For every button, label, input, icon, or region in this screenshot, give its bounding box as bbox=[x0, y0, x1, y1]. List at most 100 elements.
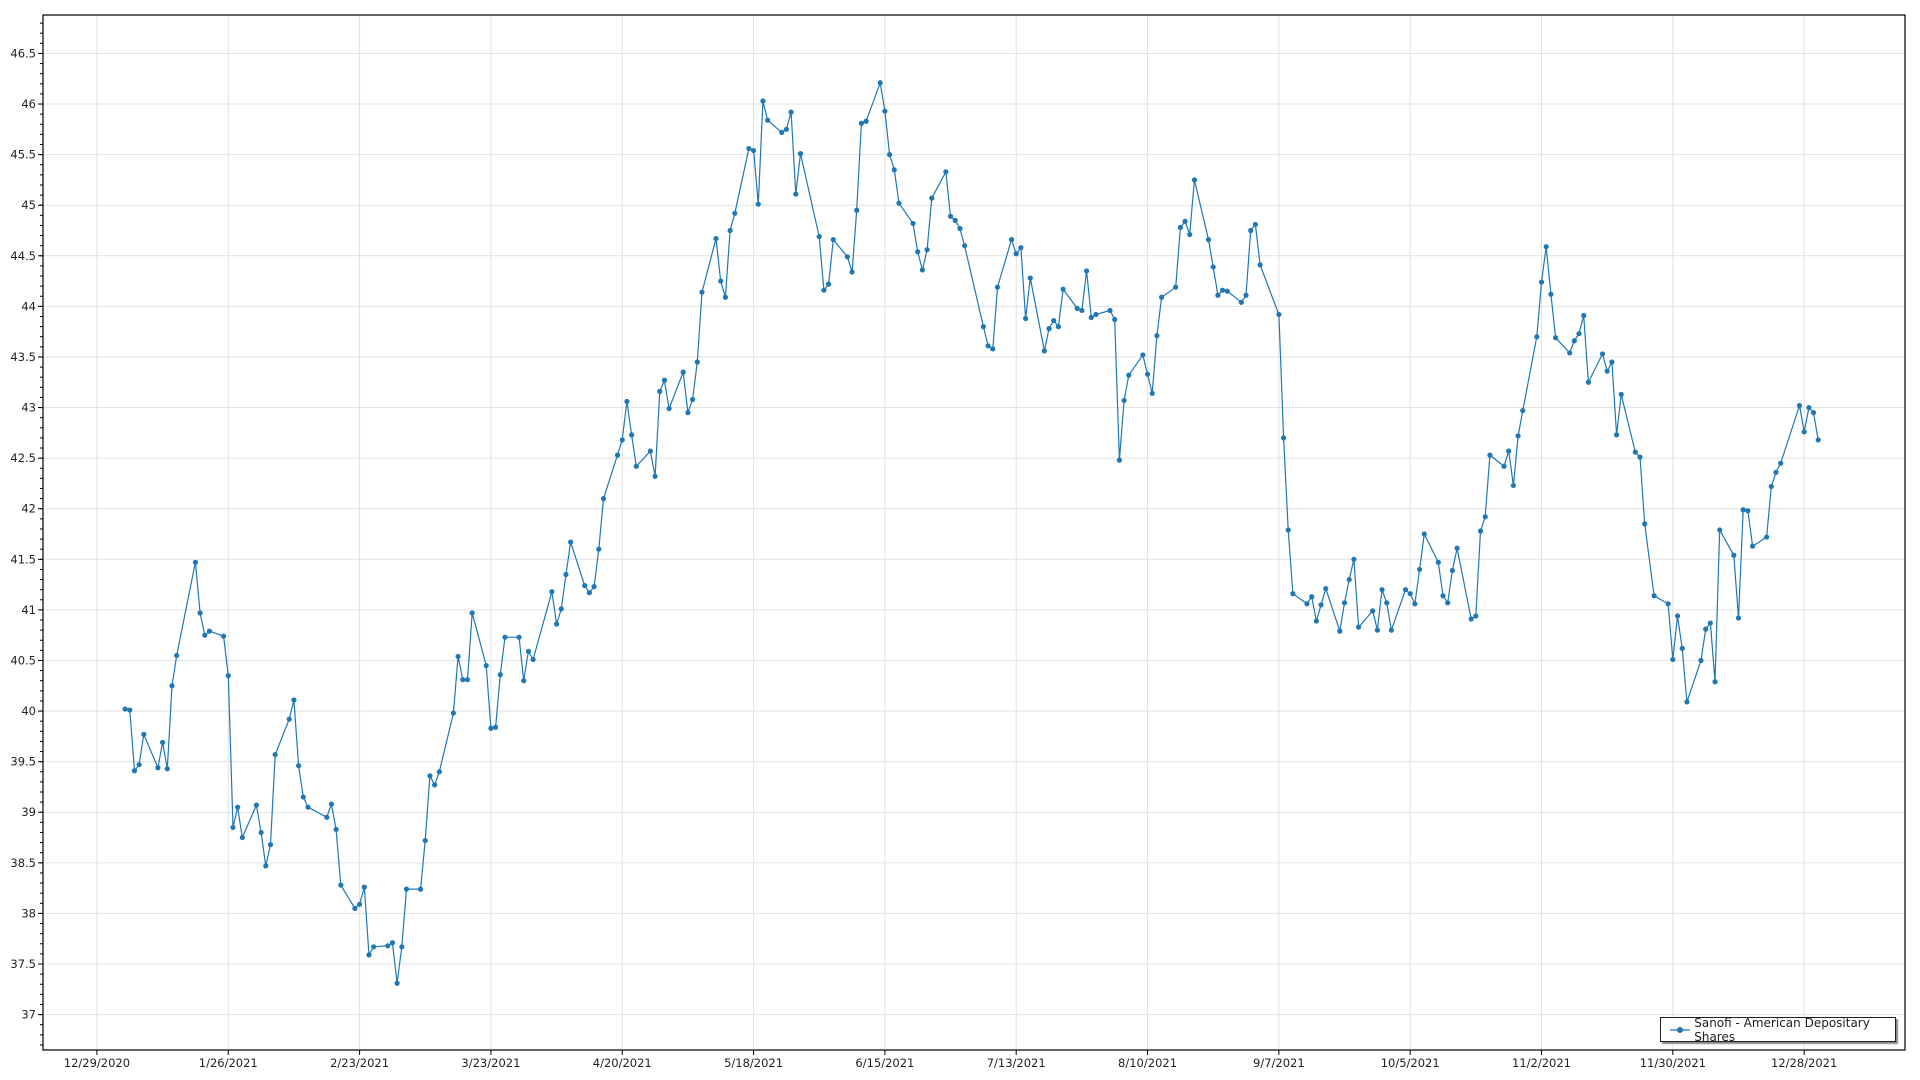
data-point bbox=[1520, 407, 1526, 414]
data-point bbox=[746, 145, 752, 152]
x-tick-label: 8/10/2021 bbox=[1118, 1056, 1177, 1070]
data-point bbox=[1731, 552, 1737, 558]
data-point bbox=[568, 539, 574, 545]
data-point bbox=[389, 940, 396, 946]
data-point bbox=[356, 901, 363, 907]
data-point bbox=[1679, 645, 1685, 651]
data-point bbox=[1112, 316, 1118, 323]
data-point bbox=[1416, 566, 1423, 573]
data-point bbox=[206, 628, 213, 634]
data-point bbox=[460, 677, 466, 683]
data-point bbox=[1088, 314, 1094, 321]
series-line bbox=[124, 80, 1819, 984]
y-tick-label: 42.5 bbox=[10, 451, 36, 465]
data-point bbox=[666, 405, 672, 412]
data-point bbox=[516, 634, 522, 640]
data-point bbox=[493, 724, 499, 730]
data-point bbox=[1008, 237, 1015, 243]
data-point bbox=[826, 281, 832, 287]
y-tick-label: 37.5 bbox=[10, 957, 36, 971]
data-point bbox=[1698, 657, 1704, 664]
data-point bbox=[1215, 292, 1221, 298]
data-point bbox=[732, 210, 738, 216]
data-point bbox=[1604, 368, 1610, 374]
data-point bbox=[422, 837, 428, 844]
data-point bbox=[596, 546, 602, 552]
data-point bbox=[1060, 286, 1066, 292]
data-point bbox=[896, 200, 902, 206]
data-point bbox=[141, 731, 147, 737]
data-point bbox=[1027, 275, 1033, 281]
data-point bbox=[1749, 543, 1756, 549]
data-point bbox=[1093, 311, 1099, 318]
data-point bbox=[174, 652, 180, 659]
y-tick-label: 40 bbox=[21, 704, 36, 718]
data-point bbox=[417, 886, 424, 892]
legend-label: Sanofi - American Depositary Shares bbox=[1694, 1015, 1870, 1044]
data-point bbox=[1764, 534, 1770, 540]
data-point bbox=[718, 278, 724, 284]
y-tick-label: 44.5 bbox=[10, 249, 36, 263]
data-point bbox=[525, 648, 532, 654]
y-tick-label: 41.5 bbox=[10, 552, 36, 566]
data-point bbox=[521, 678, 527, 684]
data-point bbox=[169, 683, 175, 689]
y-tick-label: 41 bbox=[21, 603, 36, 617]
data-point bbox=[1051, 317, 1057, 324]
data-point bbox=[1313, 618, 1319, 624]
y-tick-label: 40.5 bbox=[10, 653, 36, 667]
data-point bbox=[886, 152, 893, 158]
data-point bbox=[760, 98, 766, 104]
data-point bbox=[1717, 527, 1723, 533]
y-tick-label: 38.5 bbox=[10, 856, 36, 870]
data-point bbox=[436, 769, 442, 775]
data-point bbox=[1651, 593, 1657, 599]
data-point bbox=[403, 886, 410, 892]
data-point bbox=[1576, 331, 1582, 337]
x-tick-label: 11/30/2021 bbox=[1640, 1056, 1706, 1070]
data-point bbox=[797, 151, 804, 157]
data-point bbox=[1379, 587, 1385, 593]
data-point bbox=[915, 249, 921, 255]
data-point bbox=[943, 169, 949, 175]
data-point bbox=[155, 765, 161, 771]
data-point bbox=[235, 804, 241, 810]
data-point bbox=[685, 410, 691, 416]
data-point bbox=[136, 762, 142, 768]
data-point bbox=[1445, 600, 1451, 606]
data-point bbox=[1346, 576, 1352, 583]
y-tick-label: 45.5 bbox=[10, 148, 36, 162]
data-point bbox=[1707, 620, 1713, 626]
data-point bbox=[877, 80, 883, 86]
data-point bbox=[891, 167, 897, 173]
data-point bbox=[661, 377, 668, 383]
data-point bbox=[239, 834, 245, 841]
data-point bbox=[220, 633, 227, 639]
data-point bbox=[1149, 390, 1155, 396]
data-point bbox=[464, 677, 471, 683]
data-point bbox=[882, 108, 888, 114]
data-point bbox=[1684, 699, 1690, 705]
legend-swatch-icon bbox=[1670, 1025, 1690, 1035]
data-point bbox=[1538, 279, 1545, 285]
data-point bbox=[1280, 435, 1287, 441]
y-tick-label: 38 bbox=[21, 906, 36, 920]
x-tick-label: 1/26/2021 bbox=[199, 1056, 258, 1070]
data-point bbox=[713, 235, 719, 242]
data-point bbox=[1384, 600, 1390, 606]
data-point bbox=[980, 324, 986, 330]
data-point bbox=[1290, 591, 1296, 597]
data-point bbox=[131, 768, 138, 774]
data-point bbox=[399, 944, 405, 950]
data-point bbox=[1506, 448, 1512, 454]
data-point bbox=[483, 662, 489, 669]
data-point bbox=[300, 794, 306, 800]
data-point bbox=[497, 672, 503, 678]
data-point bbox=[1388, 627, 1395, 633]
data-point bbox=[1487, 452, 1493, 458]
data-point bbox=[1773, 469, 1779, 475]
x-tick-label: 10/5/2021 bbox=[1381, 1056, 1440, 1070]
data-point bbox=[1116, 457, 1122, 463]
data-point bbox=[816, 233, 822, 240]
data-point bbox=[1482, 514, 1488, 520]
